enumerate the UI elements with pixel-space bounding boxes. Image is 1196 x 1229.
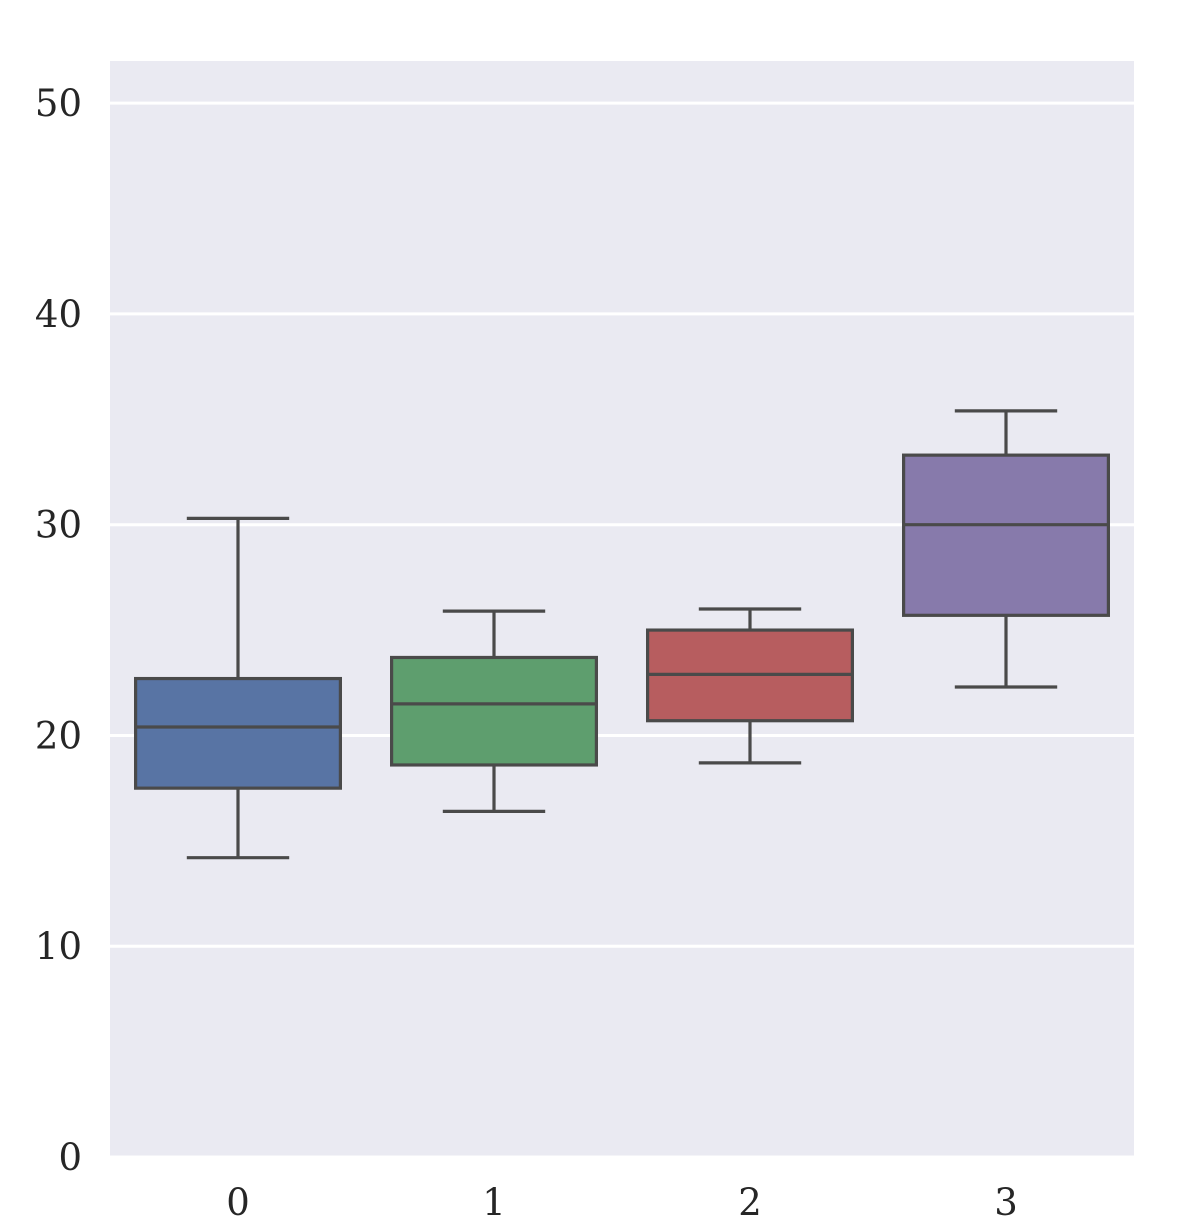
box-group-3 [901, 409, 1110, 689]
x-tick-label-2: 2 [738, 1181, 762, 1224]
box-iqr [134, 676, 343, 790]
y-tick-label-10: 10 [35, 925, 82, 968]
box-iqr [901, 453, 1110, 617]
y-tick-label-0: 0 [58, 1136, 82, 1179]
x-axis-tick-labels: 0 1 2 3 [226, 1181, 1018, 1224]
x-tick-label-1: 1 [482, 1181, 506, 1224]
box-group-2 [645, 607, 854, 765]
x-tick-label-0: 0 [226, 1181, 250, 1224]
y-tick-label-20: 20 [35, 714, 82, 757]
y-axis-tick-labels: 0 10 20 30 40 50 [35, 82, 82, 1179]
box-iqr [390, 655, 599, 767]
box-group-0 [134, 516, 343, 860]
x-tick-label-3: 3 [994, 1181, 1018, 1224]
y-tick-label-40: 40 [35, 293, 82, 336]
box-group-1 [390, 609, 599, 813]
y-tick-label-50: 50 [35, 82, 82, 125]
y-tick-label-30: 30 [35, 504, 82, 547]
box-series [134, 409, 1110, 860]
